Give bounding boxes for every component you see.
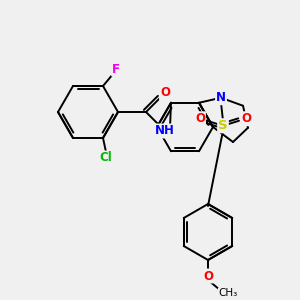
Text: F: F <box>112 62 120 76</box>
Text: NH: NH <box>155 124 175 137</box>
Text: Cl: Cl <box>100 152 112 164</box>
Text: CH₃: CH₃ <box>218 288 238 298</box>
Text: O: O <box>241 112 251 125</box>
Text: O: O <box>203 269 213 283</box>
Text: S: S <box>218 119 228 132</box>
Text: O: O <box>195 112 205 125</box>
Text: N: N <box>216 91 226 104</box>
Text: O: O <box>160 86 170 100</box>
